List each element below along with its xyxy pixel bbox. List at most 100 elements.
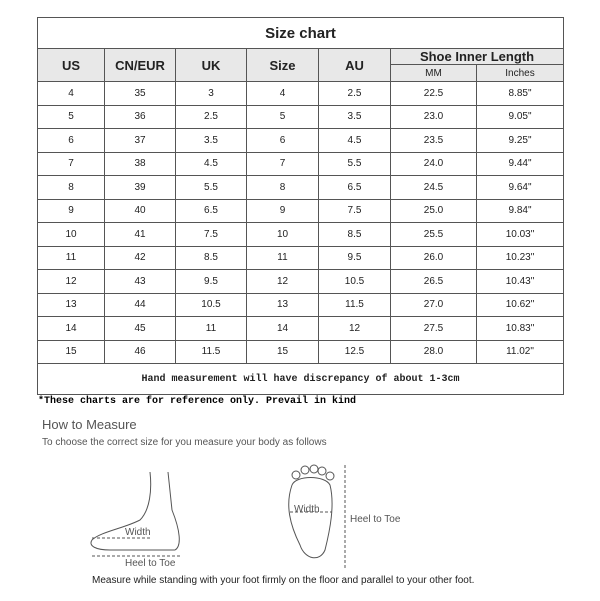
table-cell: 6.5	[175, 198, 247, 223]
table-row: 6 37 3.5 6 4.5 23.5 9.25"	[37, 128, 565, 153]
table-cell: 7	[37, 151, 105, 176]
table-cell: 11	[175, 316, 247, 341]
table-cell: 12	[246, 269, 319, 294]
table-cell: 9.05"	[475, 104, 565, 129]
table-row: 15 46 11.5 15 12.5 28.0 11.02"	[37, 339, 565, 364]
table-cell: 5	[37, 104, 105, 129]
table-cell: 11.02"	[475, 339, 565, 364]
table-cell: 4.5	[175, 151, 247, 176]
foot-diagrams: Width Heel to Toe Width Heel to Toe	[90, 464, 401, 569]
table-cell: 12	[318, 316, 391, 341]
table-cell: 5.5	[175, 175, 247, 200]
side-foot-illustration	[90, 471, 180, 557]
table-cell: 43	[104, 269, 176, 294]
table-cell: 15	[37, 339, 105, 364]
table-row: 11 42 8.5 11 9.5 26.0 10.23"	[37, 245, 565, 270]
table-cell: 37	[104, 128, 176, 153]
table-cell: 9.44"	[475, 151, 565, 176]
table-cell: 3.5	[318, 104, 391, 129]
table-row: 14 45 11 14 12 27.5 10.83"	[37, 316, 565, 341]
table-cell: 45	[104, 316, 176, 341]
table-cell: 8	[37, 175, 105, 200]
table-cell: 22.5	[390, 81, 477, 106]
sole-foot-illustration	[288, 464, 346, 568]
heel-to-toe-label-side: Heel to Toe	[125, 558, 176, 569]
table-cell: 25.5	[390, 222, 477, 247]
width-label-sole: Width	[294, 504, 320, 515]
header-inner-length: Shoe Inner Length	[389, 48, 565, 65]
table-cell: 11	[246, 245, 319, 270]
header-inches: Inches	[475, 64, 565, 82]
heel-to-toe-label-sole: Heel to Toe	[350, 514, 401, 525]
table-footer: Hand measurement will have discrepancy o…	[36, 363, 565, 395]
table-cell: 7	[246, 151, 319, 176]
table-row: 13 44 10.5 13 11.5 27.0 10.62"	[37, 292, 565, 317]
table-cell: 23.0	[390, 104, 477, 129]
table-cell: 10.83"	[475, 316, 565, 341]
header-au: AU	[318, 48, 391, 82]
table-cell: 10	[246, 222, 319, 247]
table-cell: 9.84"	[475, 198, 565, 223]
table-cell: 9.5	[175, 269, 247, 294]
width-label-side: Width	[125, 527, 151, 538]
table-cell: 14	[246, 316, 319, 341]
table-cell: 7.5	[318, 198, 391, 223]
table-cell: 9.64"	[475, 175, 565, 200]
table-cell: 8.85"	[475, 81, 565, 106]
table-cell: 7.5	[175, 222, 247, 247]
table-cell: 46	[104, 339, 176, 364]
table-cell: 38	[104, 151, 176, 176]
header-cn-eur: CN/EUR	[104, 48, 176, 82]
table-cell: 27.5	[390, 316, 477, 341]
table-cell: 27.0	[390, 292, 477, 317]
header-mm: MM	[390, 64, 477, 82]
table-cell: 8.5	[318, 222, 391, 247]
table-cell: 28.0	[390, 339, 477, 364]
table-cell: 14	[37, 316, 105, 341]
table-cell: 11.5	[318, 292, 391, 317]
table-cell: 35	[104, 81, 176, 106]
table-cell: 3	[175, 81, 247, 106]
table-cell: 42	[104, 245, 176, 270]
table-cell: 10.62"	[475, 292, 565, 317]
table-cell: 12	[37, 269, 105, 294]
table-cell: 10.23"	[475, 245, 565, 270]
header-uk: UK	[175, 48, 247, 82]
table-row: 10 41 7.5 10 8.5 25.5 10.03"	[37, 222, 565, 247]
table-cell: 11	[37, 245, 105, 270]
table-row: 7 38 4.5 7 5.5 24.0 9.44"	[37, 151, 565, 176]
measure-caption: Measure while standing with your foot fi…	[92, 575, 475, 586]
table-cell: 3.5	[175, 128, 247, 153]
table-row: 5 36 2.5 5 3.5 23.0 9.05"	[37, 104, 565, 129]
table-cell: 6	[37, 128, 105, 153]
table-cell: 2.5	[175, 104, 247, 129]
table-cell: 24.0	[390, 151, 477, 176]
table-cell: 8	[246, 175, 319, 200]
table-row: 12 43 9.5 12 10.5 26.5 10.43"	[37, 269, 565, 294]
table-title: Size chart	[36, 17, 565, 49]
table-cell: 10	[37, 222, 105, 247]
table-cell: 10.5	[175, 292, 247, 317]
table-cell: 13	[37, 292, 105, 317]
table-cell: 9.25"	[475, 128, 565, 153]
table-cell: 9	[246, 198, 319, 223]
table-cell: 9.5	[318, 245, 391, 270]
table-row: 8 39 5.5 8 6.5 24.5 9.64"	[37, 175, 565, 200]
table-cell: 15	[246, 339, 319, 364]
table-cell: 39	[104, 175, 176, 200]
size-chart-table: Size chart US CN/EUR UK Size AU Shoe Inner Le…	[36, 17, 565, 395]
table-cell: 26.5	[390, 269, 477, 294]
table-cell: 5	[246, 104, 319, 129]
table-cell: 40	[104, 198, 176, 223]
table-cell: 10.43"	[475, 269, 565, 294]
table-cell: 26.0	[390, 245, 477, 270]
table-cell: 6	[246, 128, 319, 153]
table-row: 9 40 6.5 9 7.5 25.0 9.84"	[37, 198, 565, 223]
table-cell: 8.5	[175, 245, 247, 270]
header-size: Size	[246, 48, 319, 82]
table-cell: 4.5	[318, 128, 391, 153]
table-cell: 44	[104, 292, 176, 317]
header-us: US	[37, 48, 105, 82]
table-cell: 6.5	[318, 175, 391, 200]
table-cell: 9	[37, 198, 105, 223]
